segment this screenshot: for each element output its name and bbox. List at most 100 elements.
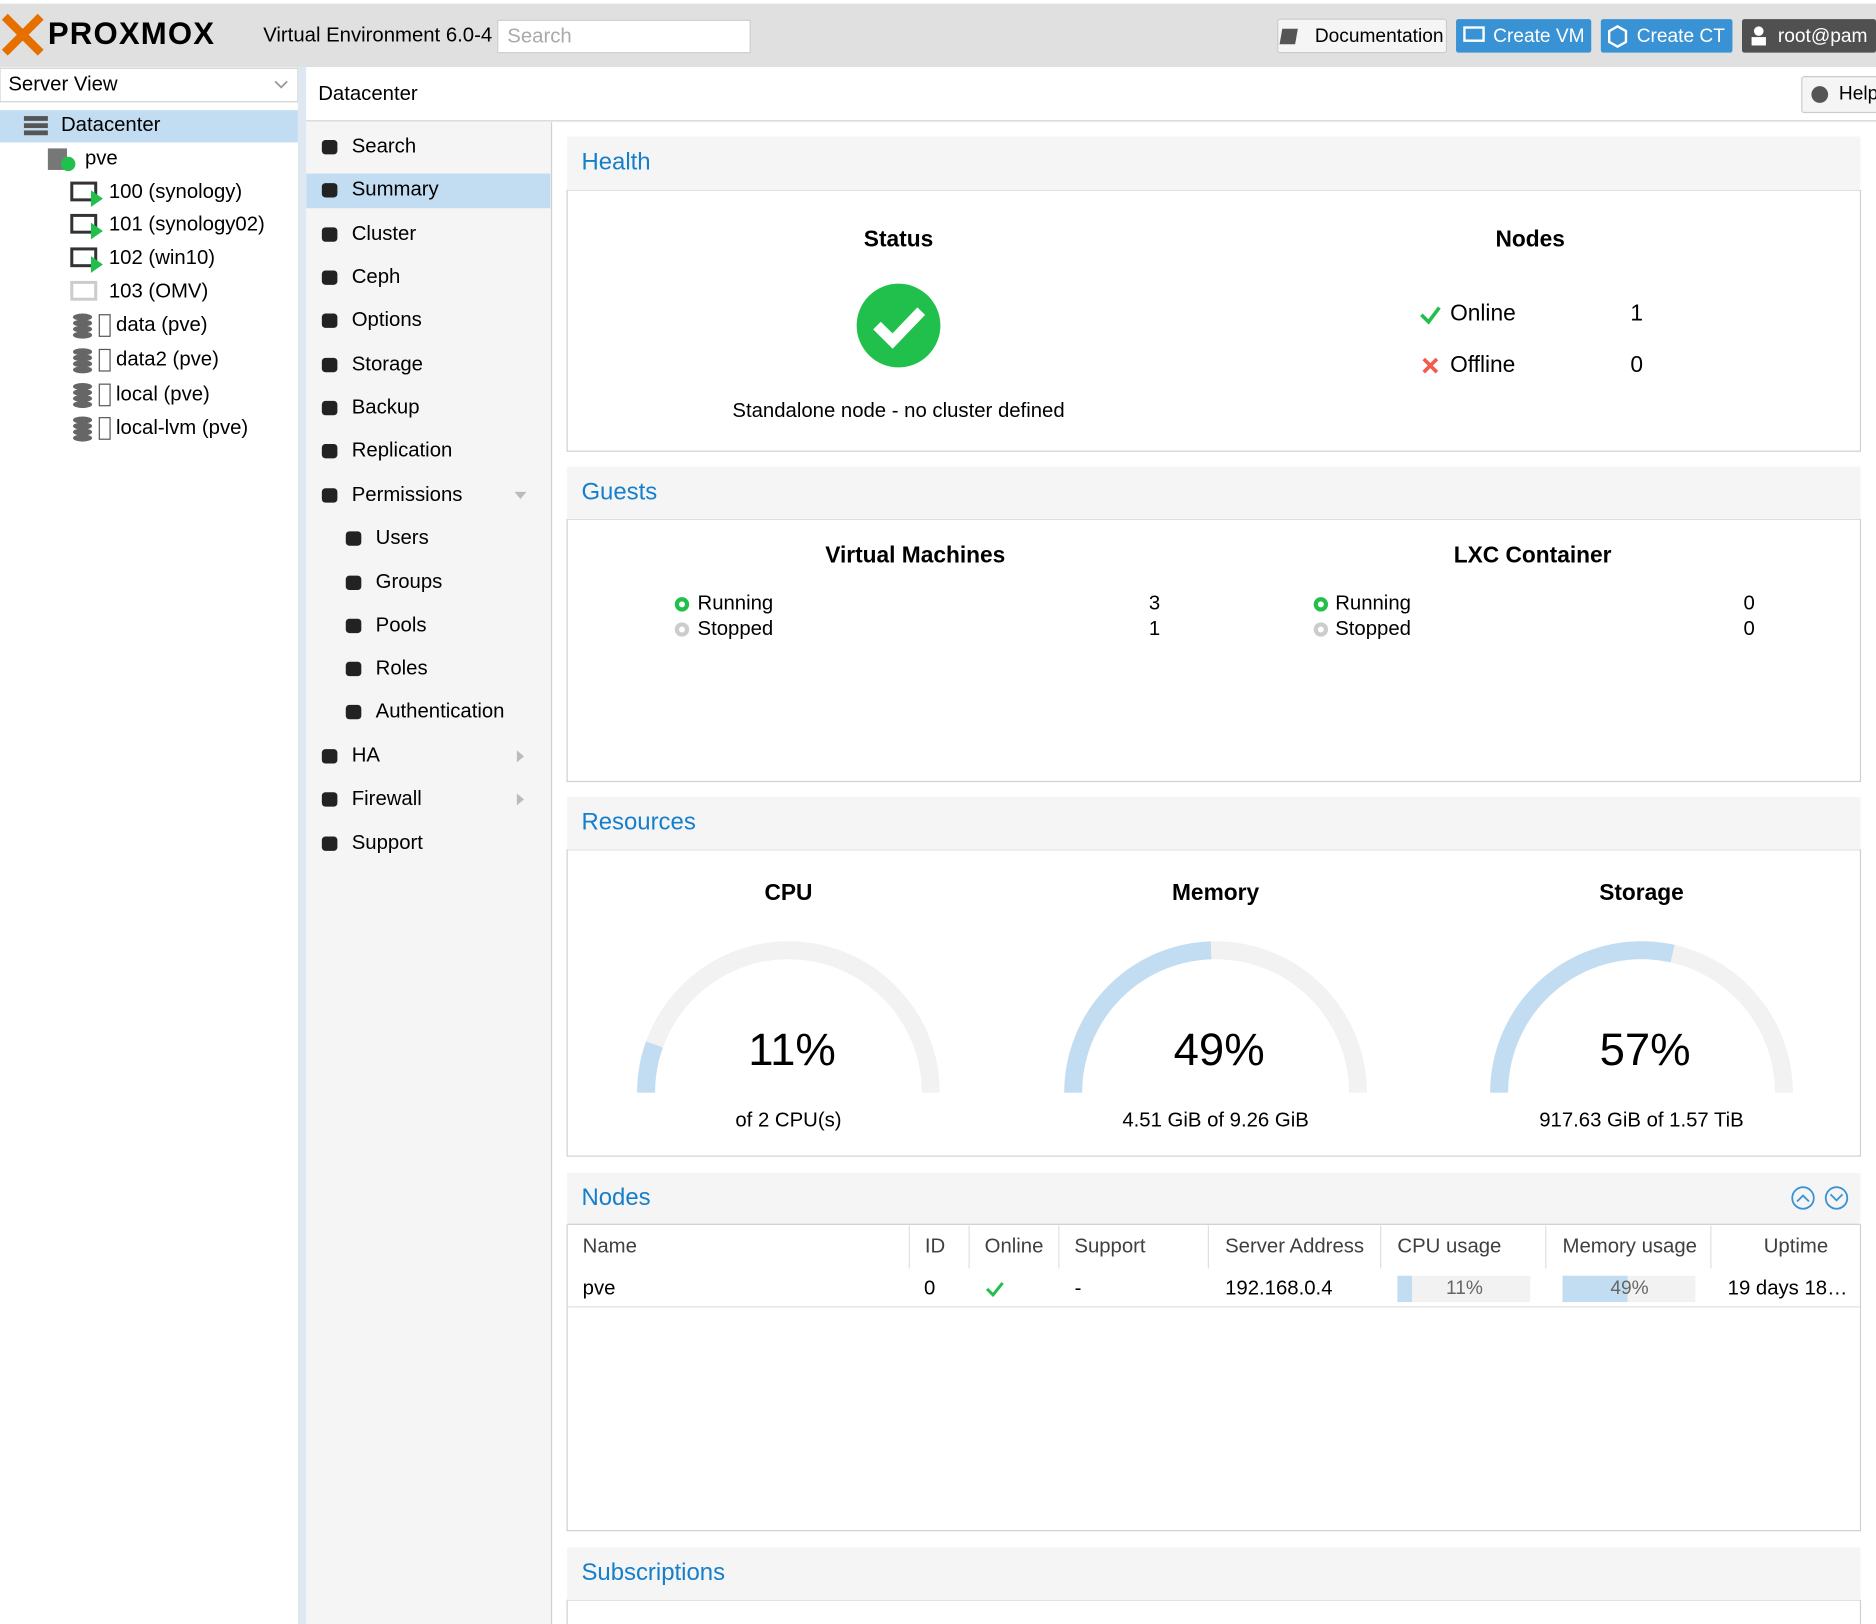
menu-item[interactable]: Authentication — [376, 700, 505, 722]
menu-item[interactable]: Storage — [352, 353, 423, 375]
view-selector[interactable] — [0, 67, 299, 103]
cell: 19 days 18… — [1728, 1277, 1848, 1299]
menu-item[interactable]: Summary — [352, 179, 440, 201]
storage-icon — [72, 400, 93, 409]
column-header[interactable]: Name — [583, 1235, 637, 1257]
gauge-percent: 57% — [1600, 1024, 1691, 1075]
menu-item[interactable]: Groups — [376, 571, 443, 593]
button-label: Documentation — [1315, 26, 1444, 47]
tree-item[interactable]: 100 (synology) — [109, 181, 242, 203]
documentation-button[interactable] — [1277, 18, 1448, 54]
tree-item[interactable]: data2 (pve) — [116, 349, 219, 371]
menu-item[interactable]: Firewall — [352, 788, 422, 810]
content: Health Guests Resources Nodes Subscriptions S… — [566, 136, 1862, 1624]
panel-title: Resources — [581, 809, 695, 836]
tree-item[interactable]: local (pve) — [116, 383, 210, 405]
gauge-track — [637, 941, 940, 1093]
create-ct-button[interactable] — [1600, 19, 1733, 53]
menu-item[interactable]: Options — [352, 309, 422, 331]
menu-icon — [321, 488, 338, 503]
usage-track — [1397, 1275, 1531, 1303]
panel-header — [567, 466, 1861, 520]
menu-item[interactable]: Pools — [376, 614, 427, 636]
menu-icon — [345, 618, 362, 634]
panel-body — [566, 518, 1862, 783]
state-icon-inner — [1317, 601, 1324, 608]
state-label: Stopped — [1335, 618, 1411, 640]
storage-icon — [72, 331, 93, 339]
usage-label: 49% — [1610, 1278, 1648, 1299]
collapse-tool[interactable] — [1791, 1186, 1815, 1210]
server-icon — [23, 130, 48, 136]
tree-item[interactable]: 103 (OMV) — [109, 280, 208, 302]
column-header[interactable]: CPU usage — [1397, 1235, 1501, 1257]
search-box[interactable] — [497, 19, 751, 54]
selected-menu-item — [306, 173, 551, 209]
status-check — [873, 307, 926, 349]
storage-icon — [72, 360, 93, 368]
vm-icon — [70, 213, 98, 234]
running-badge — [90, 222, 103, 240]
dropdown-arrow — [274, 80, 288, 89]
tree-panel — [0, 67, 298, 1624]
menu-item[interactable]: HA — [352, 745, 381, 767]
menu-item[interactable]: Ceph — [352, 266, 401, 288]
panel-title: Subscriptions — [581, 1559, 725, 1586]
state-count: 3 — [1149, 593, 1160, 615]
column-header[interactable]: Support — [1074, 1235, 1146, 1257]
tree-item[interactable]: local-lvm (pve) — [116, 417, 248, 439]
status-ok — [856, 283, 941, 368]
gauge-value — [1490, 941, 1675, 1093]
view-label: Server View — [8, 73, 118, 95]
menu-item[interactable]: Backup — [352, 396, 420, 418]
column-header[interactable]: Memory usage — [1563, 1235, 1697, 1257]
user-icon — [1753, 26, 1764, 36]
menu-item[interactable]: Users — [376, 527, 429, 549]
gauge-title: Memory — [1172, 879, 1259, 905]
tree-item[interactable]: 102 (win10) — [109, 247, 215, 269]
tree: Datacenter pve 100 (synology) 101 (synology… — [0, 110, 298, 442]
gauge-value — [637, 1041, 664, 1093]
menu-icon — [321, 792, 338, 807]
tree-item[interactable]: data (pve) — [116, 314, 208, 336]
cell: 192.168.0.4 — [1225, 1277, 1332, 1299]
menu-item[interactable]: Support — [352, 832, 424, 854]
menu-item[interactable]: Roles — [376, 657, 428, 679]
user-button[interactable] — [1742, 19, 1876, 53]
tree-item[interactable]: 101 (synology02) — [109, 213, 265, 235]
menu: Search Summary Cluster Ceph Options Storage Ba… — [306, 136, 551, 854]
menu-item[interactable]: Permissions — [352, 484, 463, 506]
menu-icon — [345, 575, 362, 591]
vm-icon — [70, 280, 98, 301]
menu-icon — [345, 661, 362, 677]
tree-item[interactable]: pve — [85, 148, 118, 170]
help-icon — [1811, 86, 1829, 103]
menu-icon — [321, 140, 338, 155]
storage-icon — [72, 428, 93, 436]
menu-icon — [321, 400, 338, 416]
menu-icon — [321, 183, 338, 198]
online-check — [985, 1281, 1004, 1298]
column-header[interactable]: Uptime — [1764, 1235, 1828, 1257]
help-button[interactable] — [1801, 75, 1876, 114]
column-header[interactable]: ID — [925, 1235, 945, 1257]
column-header[interactable]: Online — [985, 1235, 1044, 1257]
menu-item[interactable]: Search — [352, 136, 416, 158]
menu-panel — [306, 122, 552, 1624]
storage-icon — [72, 348, 93, 356]
button-label: Create VM — [1493, 26, 1584, 47]
menu-item[interactable]: Replication — [352, 440, 453, 462]
menu-item[interactable]: Cluster — [352, 223, 417, 245]
expand-tool[interactable] — [1824, 1186, 1849, 1210]
storage-icon — [72, 388, 93, 397]
cube-icon — [1608, 24, 1628, 49]
tree-item[interactable]: Datacenter — [61, 114, 161, 136]
create-vm-button[interactable] — [1456, 19, 1592, 53]
column-header[interactable]: Server Address — [1225, 1235, 1364, 1257]
status-heading: Status — [864, 226, 933, 252]
panel-title: Guests — [581, 478, 657, 505]
gauge-detail: of 2 CPU(s) — [735, 1110, 841, 1132]
splitter — [297, 67, 307, 1624]
storage-box — [98, 348, 111, 372]
